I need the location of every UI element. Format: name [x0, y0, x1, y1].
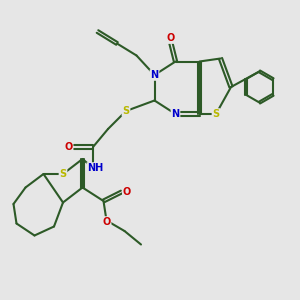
Text: O: O	[64, 142, 73, 152]
Text: O: O	[167, 33, 175, 43]
Text: S: S	[59, 169, 67, 179]
Text: S: S	[122, 106, 130, 116]
Text: O: O	[123, 187, 131, 197]
Text: N: N	[150, 70, 159, 80]
Text: S: S	[212, 109, 220, 119]
Text: NH: NH	[87, 163, 104, 173]
Text: N: N	[171, 109, 180, 119]
Text: O: O	[102, 217, 111, 227]
